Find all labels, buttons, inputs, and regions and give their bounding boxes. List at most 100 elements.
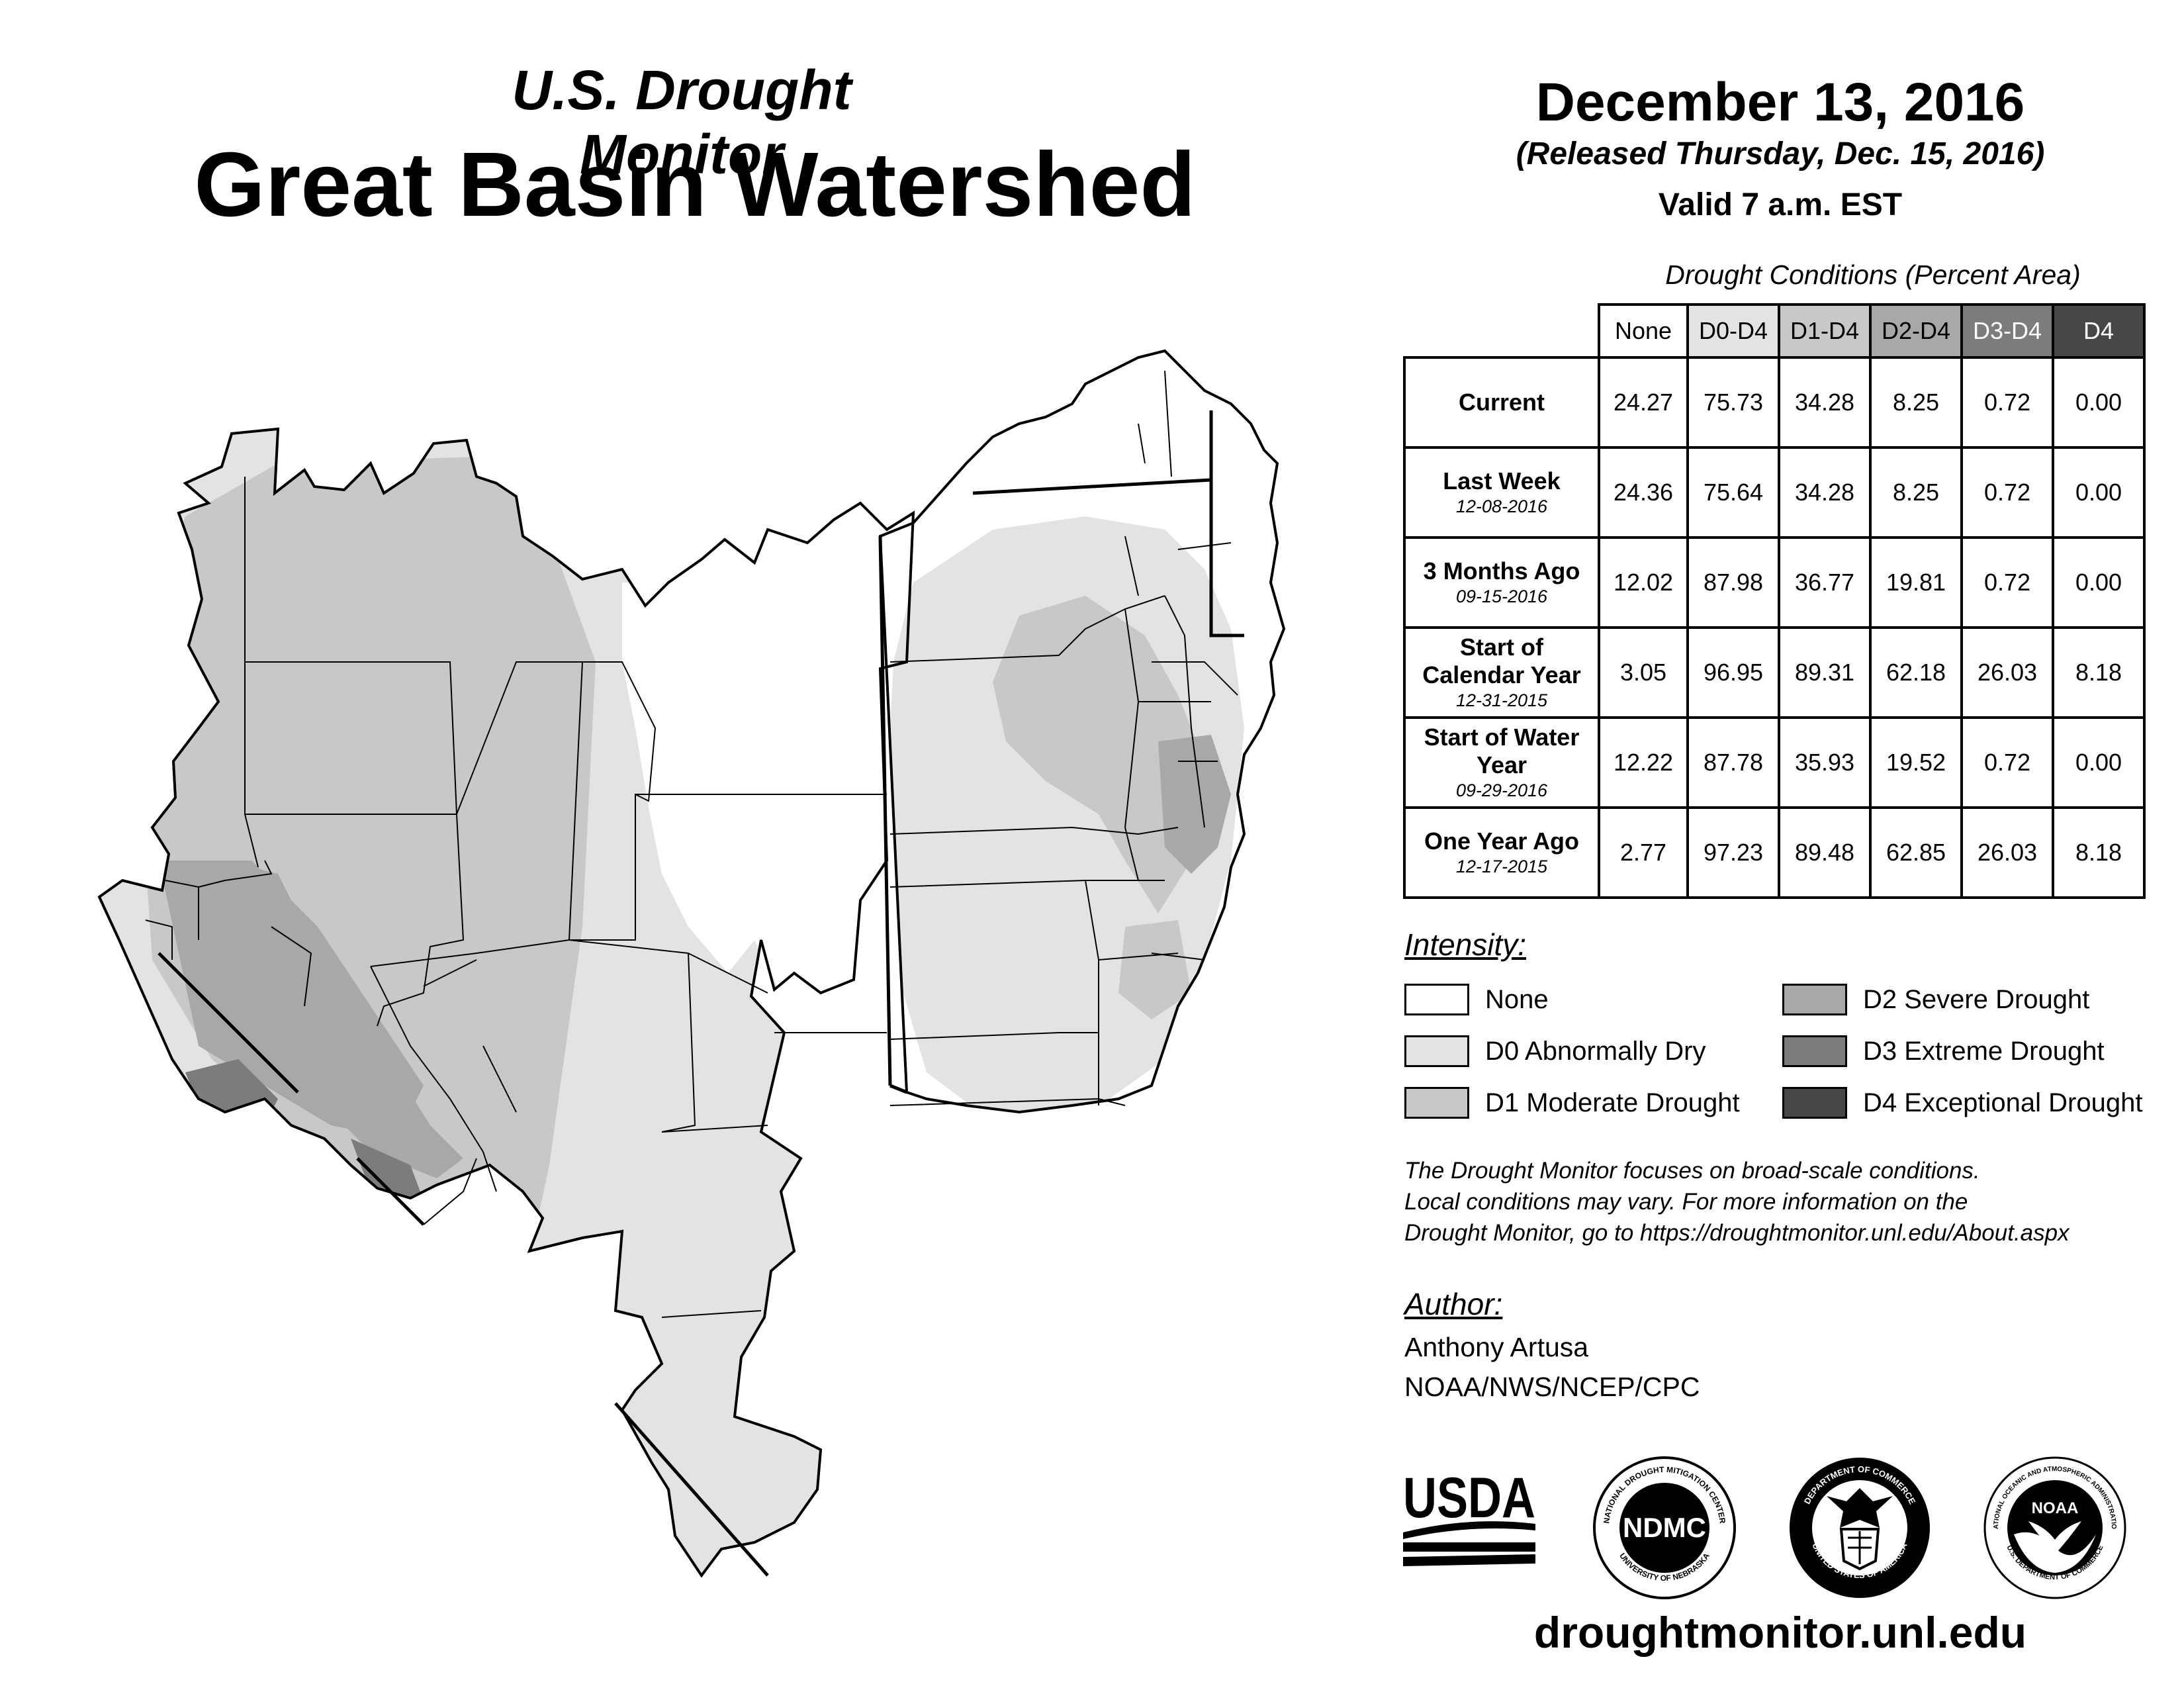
noaa-logo-text: NOAA [2032,1499,2079,1517]
doc-seal-logo: DEPARTMENT OF COMMERCE UNITED STATES OF … [1790,1458,1930,1598]
legend-title: Intensity: [1404,927,1527,962]
row-label: Start of Water Year 09-29-2016 [1403,716,1600,809]
table-cell: 62.85 [1869,806,1963,899]
col-header-d2-d4: D2-D4 [1869,303,1963,359]
author-heading: Author: [1404,1287,1503,1321]
table-cell: 34.28 [1778,356,1872,449]
drought-conditions-table: None D0-D4 D1-D4 D2-D4 D3-D4 D4 Current … [1403,303,2146,899]
row-date: 09-15-2016 [1455,586,1548,606]
legend-label: D1 Moderate Drought [1485,1088,1740,1117]
note-line: The Drought Monitor focuses on broad-sca… [1404,1158,1980,1184]
map-date: December 13, 2016 [1535,72,2025,132]
col-header-d1-d4: D1-D4 [1778,303,1872,359]
table-cell: 19.81 [1869,536,1963,629]
table-cell: 87.98 [1686,536,1780,629]
table-cell: 62.18 [1869,626,1963,719]
legend-label: D4 Exceptional Drought [1863,1088,2143,1117]
table-cell: 75.64 [1686,446,1780,539]
map-title: Great Basin Watershed [194,134,1196,236]
note-line: Local conditions may vary. For more info… [1404,1189,1968,1215]
table-row-one-year-ago: One Year Ago 12-17-2015 2.77 97.23 89.48 … [1403,806,2146,899]
table-cell: 89.31 [1778,626,1872,719]
legend-swatch [1782,1035,1847,1067]
release-date: (Released Thursday, Dec. 15, 2016) [1516,136,2045,171]
legend-label: D3 Extreme Drought [1863,1036,2105,1066]
table-cell: 0.72 [1960,536,2054,629]
row-label-text: Start of Calendar Year [1422,633,1581,688]
col-header-none: None [1598,303,1689,359]
table-cell: 0.00 [2052,356,2146,449]
row-label: 3 Months Ago 09-15-2016 [1403,536,1600,629]
legend-swatch [1782,1087,1847,1119]
table-cell: 26.03 [1960,626,2054,719]
table-title: Drought Conditions (Percent Area) [1665,259,2081,290]
table-cell: 12.02 [1598,536,1689,629]
row-label: Current [1403,356,1600,449]
note-line: Drought Monitor, go to https://droughtmo… [1404,1220,2070,1246]
legend-item-d3: D3 Extreme Drought [1782,1033,2105,1070]
row-label-text: Last Week [1443,467,1561,494]
disclaimer-note: The Drought Monitor focuses on broad-sca… [1404,1155,2165,1248]
website-url: droughtmonitor.unl.edu [1533,1608,2027,1657]
ndmc-logo-text: NDMC [1623,1512,1706,1543]
author-name: Anthony Artusa [1404,1332,1589,1362]
row-date: 09-29-2016 [1455,780,1548,800]
usda-logo-text: USDA [1403,1470,1535,1530]
legend-swatch [1404,984,1469,1015]
table-cell: 0.72 [1960,356,2054,449]
table-row-start-calendar-year: Start of Calendar Year 12-31-2015 3.05 96… [1403,626,2146,719]
table-cell: 87.78 [1686,716,1780,809]
table-cell: 8.18 [2052,626,2146,719]
legend-item-none: None [1404,981,1549,1018]
row-label: One Year Ago 12-17-2015 [1403,806,1600,899]
drought-map [98,349,1286,1577]
row-label-text: 3 Months Ago [1423,557,1580,585]
table-cell: 0.00 [2052,536,2146,629]
table-cell: 8.25 [1869,356,1963,449]
valid-time: Valid 7 a.m. EST [1658,187,1903,222]
table-cell: 0.72 [1960,716,2054,809]
table-cell: 24.36 [1598,446,1689,539]
table-header-row: None D0-D4 D1-D4 D2-D4 D3-D4 D4 [1404,303,2146,359]
table-cell: 97.23 [1686,806,1780,899]
legend-item-d1: D1 Moderate Drought [1404,1084,1740,1121]
legend-swatch [1404,1087,1469,1119]
ndmc-logo: NATIONAL DROUGHT MITIGATION CENTER UNIVE… [1593,1456,1736,1599]
row-label-text: Current [1458,389,1545,416]
table-cell: 26.03 [1960,806,2054,899]
row-label-text: Start of Water Year [1424,724,1580,778]
map-subtitle: U.S. Drought Monitor [512,59,852,185]
usda-logo: USDA [1403,1470,1535,1566]
legend-swatch [1404,1035,1469,1067]
table-cell: 12.22 [1598,716,1689,809]
col-header-d4: D4 [2052,303,2146,359]
table-row-3-months-ago: 3 Months Ago 09-15-2016 12.02 87.98 36.77… [1403,536,2146,629]
legend-item-d0: D0 Abnormally Dry [1404,1033,1706,1070]
table-cell: 96.95 [1686,626,1780,719]
table-cell: 24.27 [1598,356,1689,449]
table-row-last-week: Last Week 12-08-2016 24.36 75.64 34.28 8.… [1403,446,2146,539]
noaa-logo: NATIONAL OCEANIC AND ATMOSPHERIC ADMINIS… [1982,1455,2126,1599]
legend-label: D2 Severe Drought [1863,984,2090,1014]
legend-label: D0 Abnormally Dry [1485,1036,1706,1066]
table-cell: 0.72 [1960,446,2054,539]
table-cell: 0.00 [2052,716,2146,809]
legend-label: None [1485,984,1549,1014]
col-header-d0-d4: D0-D4 [1686,303,1780,359]
table-cell: 36.77 [1778,536,1872,629]
table-cell: 19.52 [1869,716,1963,809]
table-cell: 35.93 [1778,716,1872,809]
author-organization: NOAA/NWS/NCEP/CPC [1404,1372,1700,1402]
col-header-d3-d4: D3-D4 [1960,303,2054,359]
row-label: Last Week 12-08-2016 [1403,446,1600,539]
legend-item-d2: D2 Severe Drought [1782,981,2089,1018]
row-label-text: One Year Ago [1424,827,1580,855]
row-date: 12-31-2015 [1455,690,1548,710]
table-cell: 0.00 [2052,446,2146,539]
table-cell: 8.18 [2052,806,2146,899]
header-blank-cell [1404,305,1599,359]
table-row-current: Current 24.27 75.73 34.28 8.25 0.72 0.00 [1403,356,2146,449]
table-cell: 2.77 [1598,806,1689,899]
row-date: 12-17-2015 [1455,857,1548,876]
row-date: 12-08-2016 [1455,496,1548,516]
